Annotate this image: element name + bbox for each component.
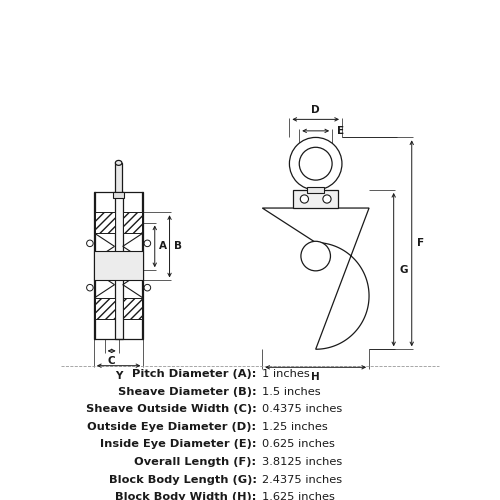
Polygon shape — [95, 212, 114, 234]
Circle shape — [144, 240, 150, 246]
Text: 0.625 inches: 0.625 inches — [262, 440, 335, 450]
Text: 1.5 inches: 1.5 inches — [262, 386, 321, 396]
Text: Sheave Diameter (B):: Sheave Diameter (B): — [118, 386, 256, 396]
Bar — [308, 186, 324, 194]
Text: Overall Length (F):: Overall Length (F): — [134, 457, 256, 467]
Text: Outside Eye Diameter (D):: Outside Eye Diameter (D): — [88, 422, 256, 432]
Bar — [142, 192, 144, 340]
Text: C: C — [108, 356, 116, 366]
Text: 1.25 inches: 1.25 inches — [262, 422, 328, 432]
Polygon shape — [95, 298, 114, 318]
Circle shape — [86, 240, 93, 246]
Polygon shape — [122, 298, 142, 318]
Text: Sheave Outside Width (C):: Sheave Outside Width (C): — [86, 404, 256, 414]
Text: 3.8125 inches: 3.8125 inches — [262, 457, 342, 467]
Text: H: H — [312, 372, 320, 382]
Text: 1.625 inches: 1.625 inches — [262, 492, 335, 500]
Bar — [293, 190, 339, 208]
Polygon shape — [122, 212, 142, 234]
Polygon shape — [262, 208, 369, 350]
Text: Y: Y — [115, 370, 122, 380]
Circle shape — [86, 284, 93, 291]
Text: Block Body Width (H):: Block Body Width (H): — [115, 492, 256, 500]
Text: B: B — [174, 242, 182, 252]
Text: 1 inches: 1 inches — [262, 369, 310, 379]
Text: E: E — [337, 126, 344, 136]
Polygon shape — [122, 260, 142, 280]
Text: D: D — [312, 106, 320, 116]
Bar — [113, 192, 124, 198]
Text: A: A — [159, 242, 167, 252]
Polygon shape — [95, 250, 114, 272]
Text: 0.4375 inches: 0.4375 inches — [262, 404, 342, 414]
Circle shape — [290, 138, 342, 190]
Text: Pitch Diameter (A):: Pitch Diameter (A): — [132, 369, 256, 379]
Polygon shape — [95, 260, 114, 280]
Bar — [114, 192, 122, 340]
Circle shape — [300, 148, 332, 180]
Text: 2.4375 inches: 2.4375 inches — [262, 475, 342, 485]
Circle shape — [323, 195, 331, 203]
Circle shape — [144, 284, 150, 291]
Text: F: F — [418, 238, 424, 248]
Text: Inside Eye Diameter (E):: Inside Eye Diameter (E): — [100, 440, 256, 450]
Text: G: G — [400, 264, 408, 274]
Polygon shape — [122, 250, 142, 272]
Text: Block Body Length (G):: Block Body Length (G): — [108, 475, 256, 485]
Circle shape — [300, 195, 308, 203]
Ellipse shape — [116, 160, 122, 166]
Circle shape — [301, 242, 330, 271]
Bar — [94, 250, 144, 280]
Bar — [94, 192, 95, 340]
Bar — [116, 163, 122, 192]
